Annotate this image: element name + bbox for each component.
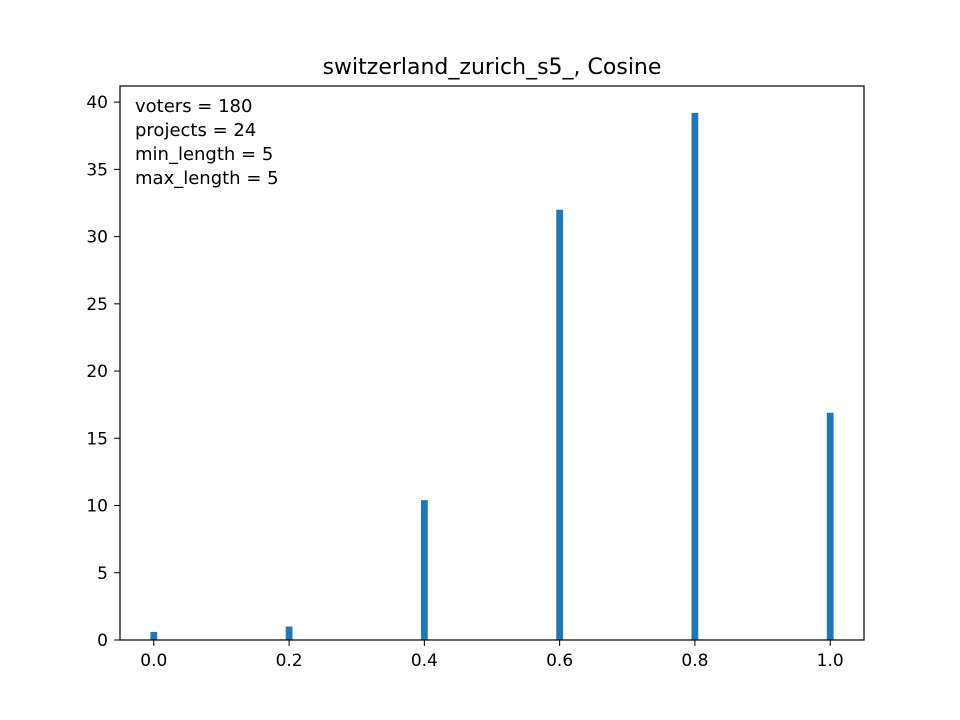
bar-0.2 [285, 626, 293, 640]
y-tick-label: 15 [86, 429, 108, 449]
x-tick-label: 0.6 [546, 651, 573, 671]
plot-frame [119, 85, 865, 641]
bars-group [150, 112, 834, 641]
x-tick-label: 0.2 [276, 651, 303, 671]
annotation-voters: voters = 180 [135, 96, 252, 117]
annotation-box: voters = 180 projects = 24 min_length = … [135, 96, 279, 189]
y-tick-label: 40 [86, 93, 108, 113]
y-tick-label: 10 [86, 497, 108, 517]
annotation-min-length: min_length = 5 [135, 144, 273, 165]
y-tick-label: 30 [86, 228, 108, 248]
bar-1.0 [826, 412, 834, 640]
bar-0.0 [150, 631, 158, 640]
y-axis-ticks: 0 5 10 15 20 25 30 35 40 [86, 93, 120, 651]
y-tick-label: 35 [86, 160, 108, 180]
x-tick-label: 0.0 [140, 651, 167, 671]
bar-0.8 [691, 112, 699, 641]
x-tick-label: 0.4 [411, 651, 438, 671]
y-tick-label: 25 [86, 295, 108, 315]
annotation-projects: projects = 24 [135, 120, 256, 141]
bar-0.6 [556, 209, 564, 640]
x-tick-label: 1.0 [817, 651, 844, 671]
x-tick-label: 0.8 [681, 651, 708, 671]
chart-title: switzerland_zurich_s5_, Cosine [323, 55, 662, 80]
y-tick-label: 5 [97, 564, 108, 584]
y-tick-label: 0 [97, 631, 108, 651]
y-tick-label: 20 [86, 362, 108, 382]
bar-0.4 [420, 500, 428, 640]
x-axis-ticks: 0.0 0.2 0.4 0.6 0.8 1.0 [140, 640, 844, 671]
annotation-max-length: max_length = 5 [135, 168, 279, 189]
